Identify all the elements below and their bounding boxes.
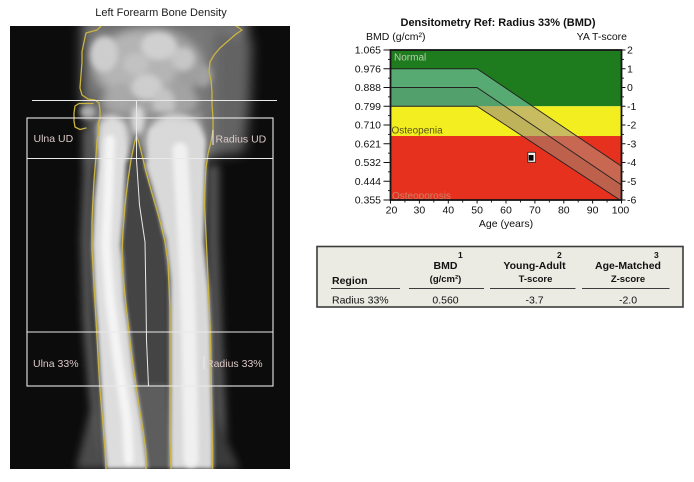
svg-text:Radius UD: Radius UD (216, 134, 267, 146)
svg-text:T-score: T-score (519, 274, 553, 285)
svg-text:YA T-score: YA T-score (577, 31, 628, 43)
svg-text:-6: -6 (627, 195, 636, 207)
svg-text:0.560: 0.560 (432, 295, 458, 307)
svg-text:40: 40 (442, 205, 454, 217)
svg-text:Young-Adult: Young-Adult (503, 260, 566, 272)
svg-text:0.621: 0.621 (355, 138, 381, 150)
svg-text:-3: -3 (627, 138, 636, 150)
svg-text:Ulna 33%: Ulna 33% (33, 358, 79, 370)
svg-text:0.799: 0.799 (355, 101, 381, 113)
svg-text:50: 50 (471, 205, 483, 217)
svg-text:Age-Matched: Age-Matched (595, 260, 661, 272)
svg-text:Age (years): Age (years) (479, 218, 533, 230)
svg-text:90: 90 (587, 205, 599, 217)
svg-text:0.976: 0.976 (355, 63, 381, 75)
svg-text:60: 60 (500, 205, 512, 217)
svg-text:Region: Region (332, 275, 368, 287)
svg-text:Radius 33%: Radius 33% (332, 295, 389, 307)
svg-text:Osteoporosis: Osteoporosis (392, 191, 451, 202)
svg-text:Normal: Normal (394, 53, 426, 64)
svg-text:Ulna UD: Ulna UD (34, 133, 74, 145)
svg-text:0.710: 0.710 (355, 120, 381, 132)
svg-text:-5: -5 (627, 176, 636, 188)
svg-text:-2.0: -2.0 (619, 295, 637, 307)
svg-text:3: 3 (654, 250, 659, 260)
svg-text:80: 80 (558, 205, 570, 217)
svg-text:(g/cm²): (g/cm²) (430, 274, 462, 285)
svg-text:Osteopenia: Osteopenia (392, 126, 444, 137)
svg-text:Z-score: Z-score (611, 274, 645, 285)
svg-text:2: 2 (557, 250, 562, 260)
svg-text:-3.7: -3.7 (525, 295, 543, 307)
svg-text:BMD: BMD (434, 260, 458, 272)
svg-text:-4: -4 (627, 157, 636, 169)
svg-text:BMD (g/cm²): BMD (g/cm²) (366, 31, 426, 43)
svg-text:Left Forearm Bone Density: Left Forearm Bone Density (95, 7, 227, 19)
svg-text:-2: -2 (627, 120, 636, 132)
svg-text:2: 2 (627, 45, 633, 57)
svg-text:0.888: 0.888 (355, 82, 381, 94)
svg-text:1.065: 1.065 (355, 45, 381, 57)
svg-text:0: 0 (627, 82, 633, 94)
svg-text:Radius 33%: Radius 33% (206, 358, 263, 370)
svg-text:0.355: 0.355 (355, 195, 381, 207)
svg-text:30: 30 (414, 205, 426, 217)
svg-text:0.532: 0.532 (355, 157, 381, 169)
svg-text:0.444: 0.444 (355, 176, 381, 188)
svg-text:1: 1 (458, 250, 463, 260)
svg-text:70: 70 (529, 205, 541, 217)
svg-text:20: 20 (386, 205, 398, 217)
svg-text:1: 1 (627, 63, 633, 75)
svg-text:Densitometry Ref: Radius 33% (: Densitometry Ref: Radius 33% (BMD) (401, 17, 596, 29)
svg-text:100: 100 (612, 205, 630, 217)
svg-text:-1: -1 (627, 101, 636, 113)
